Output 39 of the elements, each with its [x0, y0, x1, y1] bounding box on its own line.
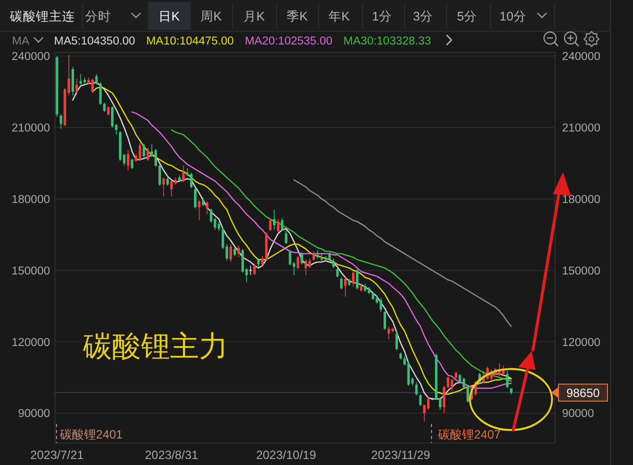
x-tick-label: 2023/10/19: [256, 448, 316, 462]
y2-tick-label: 120000: [562, 336, 600, 349]
annotation: 碳酸锂2407: [437, 428, 502, 442]
legend-label: MA5:104350.00: [54, 36, 136, 48]
candlestick: [249, 266, 252, 276]
text: MA: [12, 36, 30, 48]
chart-title: 碳酸锂主连: [9, 8, 75, 24]
line-series: [170, 129, 512, 382]
text: 月K: [243, 10, 266, 24]
x-tick-label: 2023/7/21: [30, 448, 84, 462]
text: 5分: [457, 10, 477, 24]
y2-tick-label: 90000: [562, 408, 594, 420]
x-tick-label: 2023/11/29: [371, 448, 431, 462]
y2-tick-label: 150000: [562, 265, 600, 278]
text: 季K: [286, 10, 308, 24]
y-tick-label: 180000: [12, 194, 50, 206]
legend-label: MA10:104475.00: [146, 36, 234, 48]
candlestick: [344, 278, 347, 297]
text: 周K: [200, 10, 222, 24]
y-tick-label: 240000: [12, 51, 50, 64]
annotation: 碳酸锂2401: [59, 428, 124, 442]
annotation: 碳酸锂主力: [82, 331, 228, 363]
legend-label: MA20:102535.00: [244, 36, 332, 48]
text: 年K: [328, 10, 350, 24]
text: 日K: [158, 10, 180, 24]
text: 10分: [500, 10, 526, 24]
y2-tick-label: 240000: [562, 51, 600, 64]
text: 分时: [85, 10, 111, 24]
y2-tick-label: 180000: [562, 194, 600, 206]
line-series: [293, 179, 512, 327]
x-tick-label: 2023/8/31: [144, 448, 199, 462]
legend-label: MA30:103328.33: [343, 36, 432, 48]
y-tick-label: 150000: [12, 265, 50, 278]
y-tick-label: 90000: [18, 408, 50, 420]
text: 3分: [413, 10, 433, 24]
y2-tick-label: 210000: [562, 122, 600, 135]
y-tick-label: 210000: [12, 122, 50, 135]
y-tick-label: 120000: [12, 336, 50, 349]
text: 1分: [372, 10, 392, 24]
